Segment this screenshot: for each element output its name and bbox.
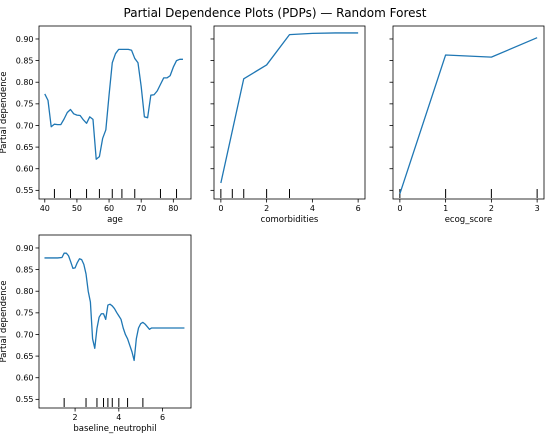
axes-frame <box>38 25 192 200</box>
axes-frame <box>213 25 366 200</box>
y-tick-label: 0.70 <box>16 121 34 130</box>
pd-line-ecog_score <box>399 37 538 195</box>
pd-line-baseline_neutrophil <box>44 252 185 362</box>
x-tick-label: 3 <box>535 204 540 213</box>
axes-frame <box>392 25 545 200</box>
y-axis-label: Partial dependence <box>0 281 9 363</box>
y-tick-label: 0.90 <box>16 244 34 253</box>
figure-title: Partial Dependence Plots (PDPs) — Random… <box>124 6 427 20</box>
y-tick-label: 0.55 <box>16 395 34 404</box>
pdp-panel-baseline_neutrophil: 0.55 0.60 0.65 0.70 0.75 0.80 0.85 0.90 2 4 6 basel… <box>0 234 192 434</box>
y-tick-label: 0.80 <box>16 287 34 296</box>
pdp-panel-ecog_score: 0 1 2 3 ecog_score <box>389 25 545 225</box>
x-tick-label: 0 <box>218 204 223 213</box>
x-tick-label: 6 <box>356 204 361 213</box>
x-axis-label: age <box>107 215 123 225</box>
x-axis-label: ecog_score <box>445 215 493 225</box>
x-axis-label: comorbidities <box>261 215 319 225</box>
x-tick-label: 4 <box>116 413 121 422</box>
y-tick-label: 0.60 <box>16 165 34 174</box>
x-tick-label: 40 <box>40 204 50 213</box>
pdp-panel-comorbidities: 0 2 4 6 comorbidities <box>210 25 366 225</box>
pdp-panel-age: 0.55 0.60 0.65 0.70 0.75 0.80 0.85 0.90 40 50 60 70… <box>0 25 192 225</box>
x-tick-label: 2 <box>264 204 269 213</box>
y-tick-label: 0.60 <box>16 374 34 383</box>
pd-line-age <box>44 48 183 160</box>
y-tick-label: 0.55 <box>16 186 34 195</box>
axes-frame <box>38 234 192 409</box>
y-tick-label: 0.70 <box>16 330 34 339</box>
x-tick-label: 80 <box>168 204 178 213</box>
x-tick-label: 2 <box>73 413 78 422</box>
y-tick-label: 0.65 <box>16 143 34 152</box>
y-tick-label: 0.90 <box>16 35 34 44</box>
y-tick-label: 0.75 <box>16 309 34 318</box>
x-tick-label: 70 <box>136 204 146 213</box>
y-tick-label: 0.65 <box>16 352 34 361</box>
x-tick-label: 1 <box>443 204 448 213</box>
x-tick-label: 4 <box>310 204 315 213</box>
x-axis-label: baseline_neutrophil <box>73 424 156 434</box>
y-tick-label: 0.80 <box>16 78 34 87</box>
y-axis-label: Partial dependence <box>0 72 9 154</box>
pd-line-comorbidities <box>220 32 359 184</box>
x-tick-label: 2 <box>489 204 494 213</box>
x-tick-label: 50 <box>72 204 82 213</box>
y-tick-label: 0.85 <box>16 56 34 65</box>
y-tick-label: 0.75 <box>16 100 34 109</box>
x-tick-label: 6 <box>160 413 165 422</box>
y-tick-label: 0.85 <box>16 265 34 274</box>
x-tick-label: 0 <box>397 204 402 213</box>
x-tick-label: 60 <box>104 204 114 213</box>
